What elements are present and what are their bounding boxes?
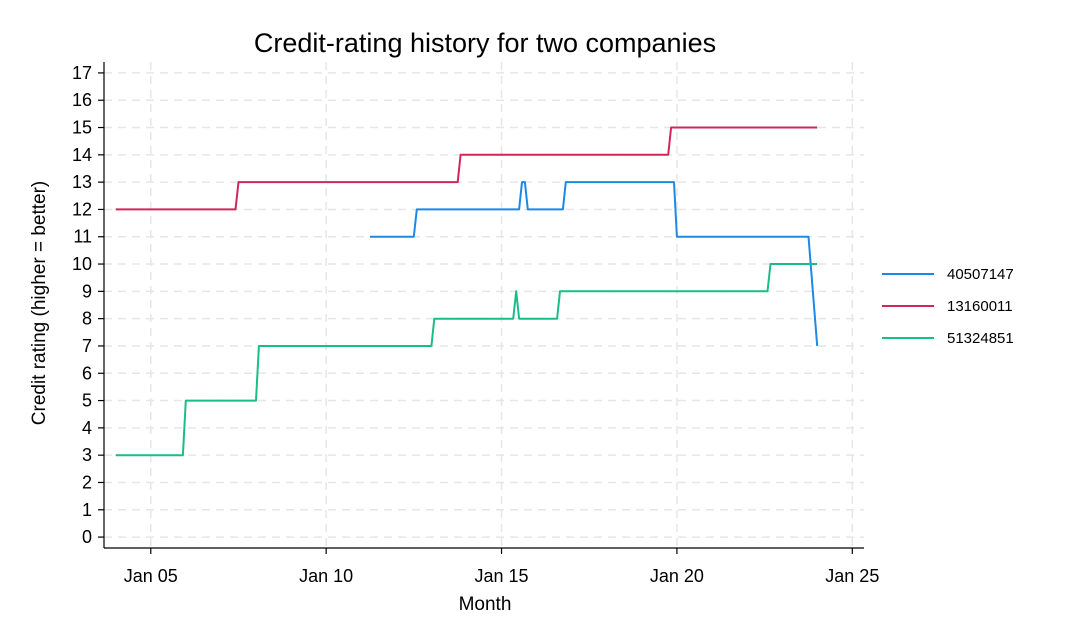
grid-lines bbox=[104, 62, 864, 548]
y-tick-label: 12 bbox=[72, 199, 92, 219]
y-tick-label: 10 bbox=[72, 254, 92, 274]
y-tick-label: 4 bbox=[82, 418, 92, 438]
y-tick-label: 2 bbox=[82, 472, 92, 492]
y-tick-label: 1 bbox=[82, 500, 92, 520]
y-tick-label: 5 bbox=[82, 391, 92, 411]
y-tick-label: 3 bbox=[82, 445, 92, 465]
legend-label: 40507147 bbox=[947, 266, 1014, 283]
y-tick-label: 14 bbox=[72, 145, 92, 165]
legend: 40507147 13160011 51324851 bbox=[882, 266, 1014, 347]
series-line-40507147 bbox=[370, 181, 819, 347]
y-tick-label: 0 bbox=[82, 527, 92, 547]
y-tick-label: 6 bbox=[82, 363, 92, 383]
y-axis-label: Credit rating (higher = better) bbox=[29, 181, 50, 425]
x-tick-label: Jan 10 bbox=[299, 566, 353, 586]
y-tick-label: 11 bbox=[73, 227, 92, 247]
x-tick-label: Jan 25 bbox=[825, 566, 879, 586]
y-tick-label: 15 bbox=[72, 118, 92, 138]
y-tick-label: 13 bbox=[72, 172, 92, 192]
y-tick-label: 8 bbox=[82, 309, 92, 329]
y-tick-label: 7 bbox=[82, 336, 92, 356]
x-tick-label: Jan 05 bbox=[124, 566, 178, 586]
series-line-51324851 bbox=[115, 263, 818, 457]
x-tick-label: Jan 20 bbox=[650, 566, 704, 586]
y-tick-label: 16 bbox=[72, 90, 92, 110]
x-tick-label: Jan 15 bbox=[475, 566, 529, 586]
chart-title: Credit-rating history for two companies bbox=[254, 28, 716, 58]
series-lines bbox=[115, 126, 819, 457]
y-tick-label: 9 bbox=[82, 281, 92, 301]
series-line-13160011 bbox=[115, 126, 818, 211]
x-axis-label: Month bbox=[459, 594, 512, 615]
legend-label: 13160011 bbox=[947, 298, 1013, 315]
y-tick-label: 17 bbox=[72, 63, 92, 83]
legend-label: 51324851 bbox=[947, 330, 1014, 347]
